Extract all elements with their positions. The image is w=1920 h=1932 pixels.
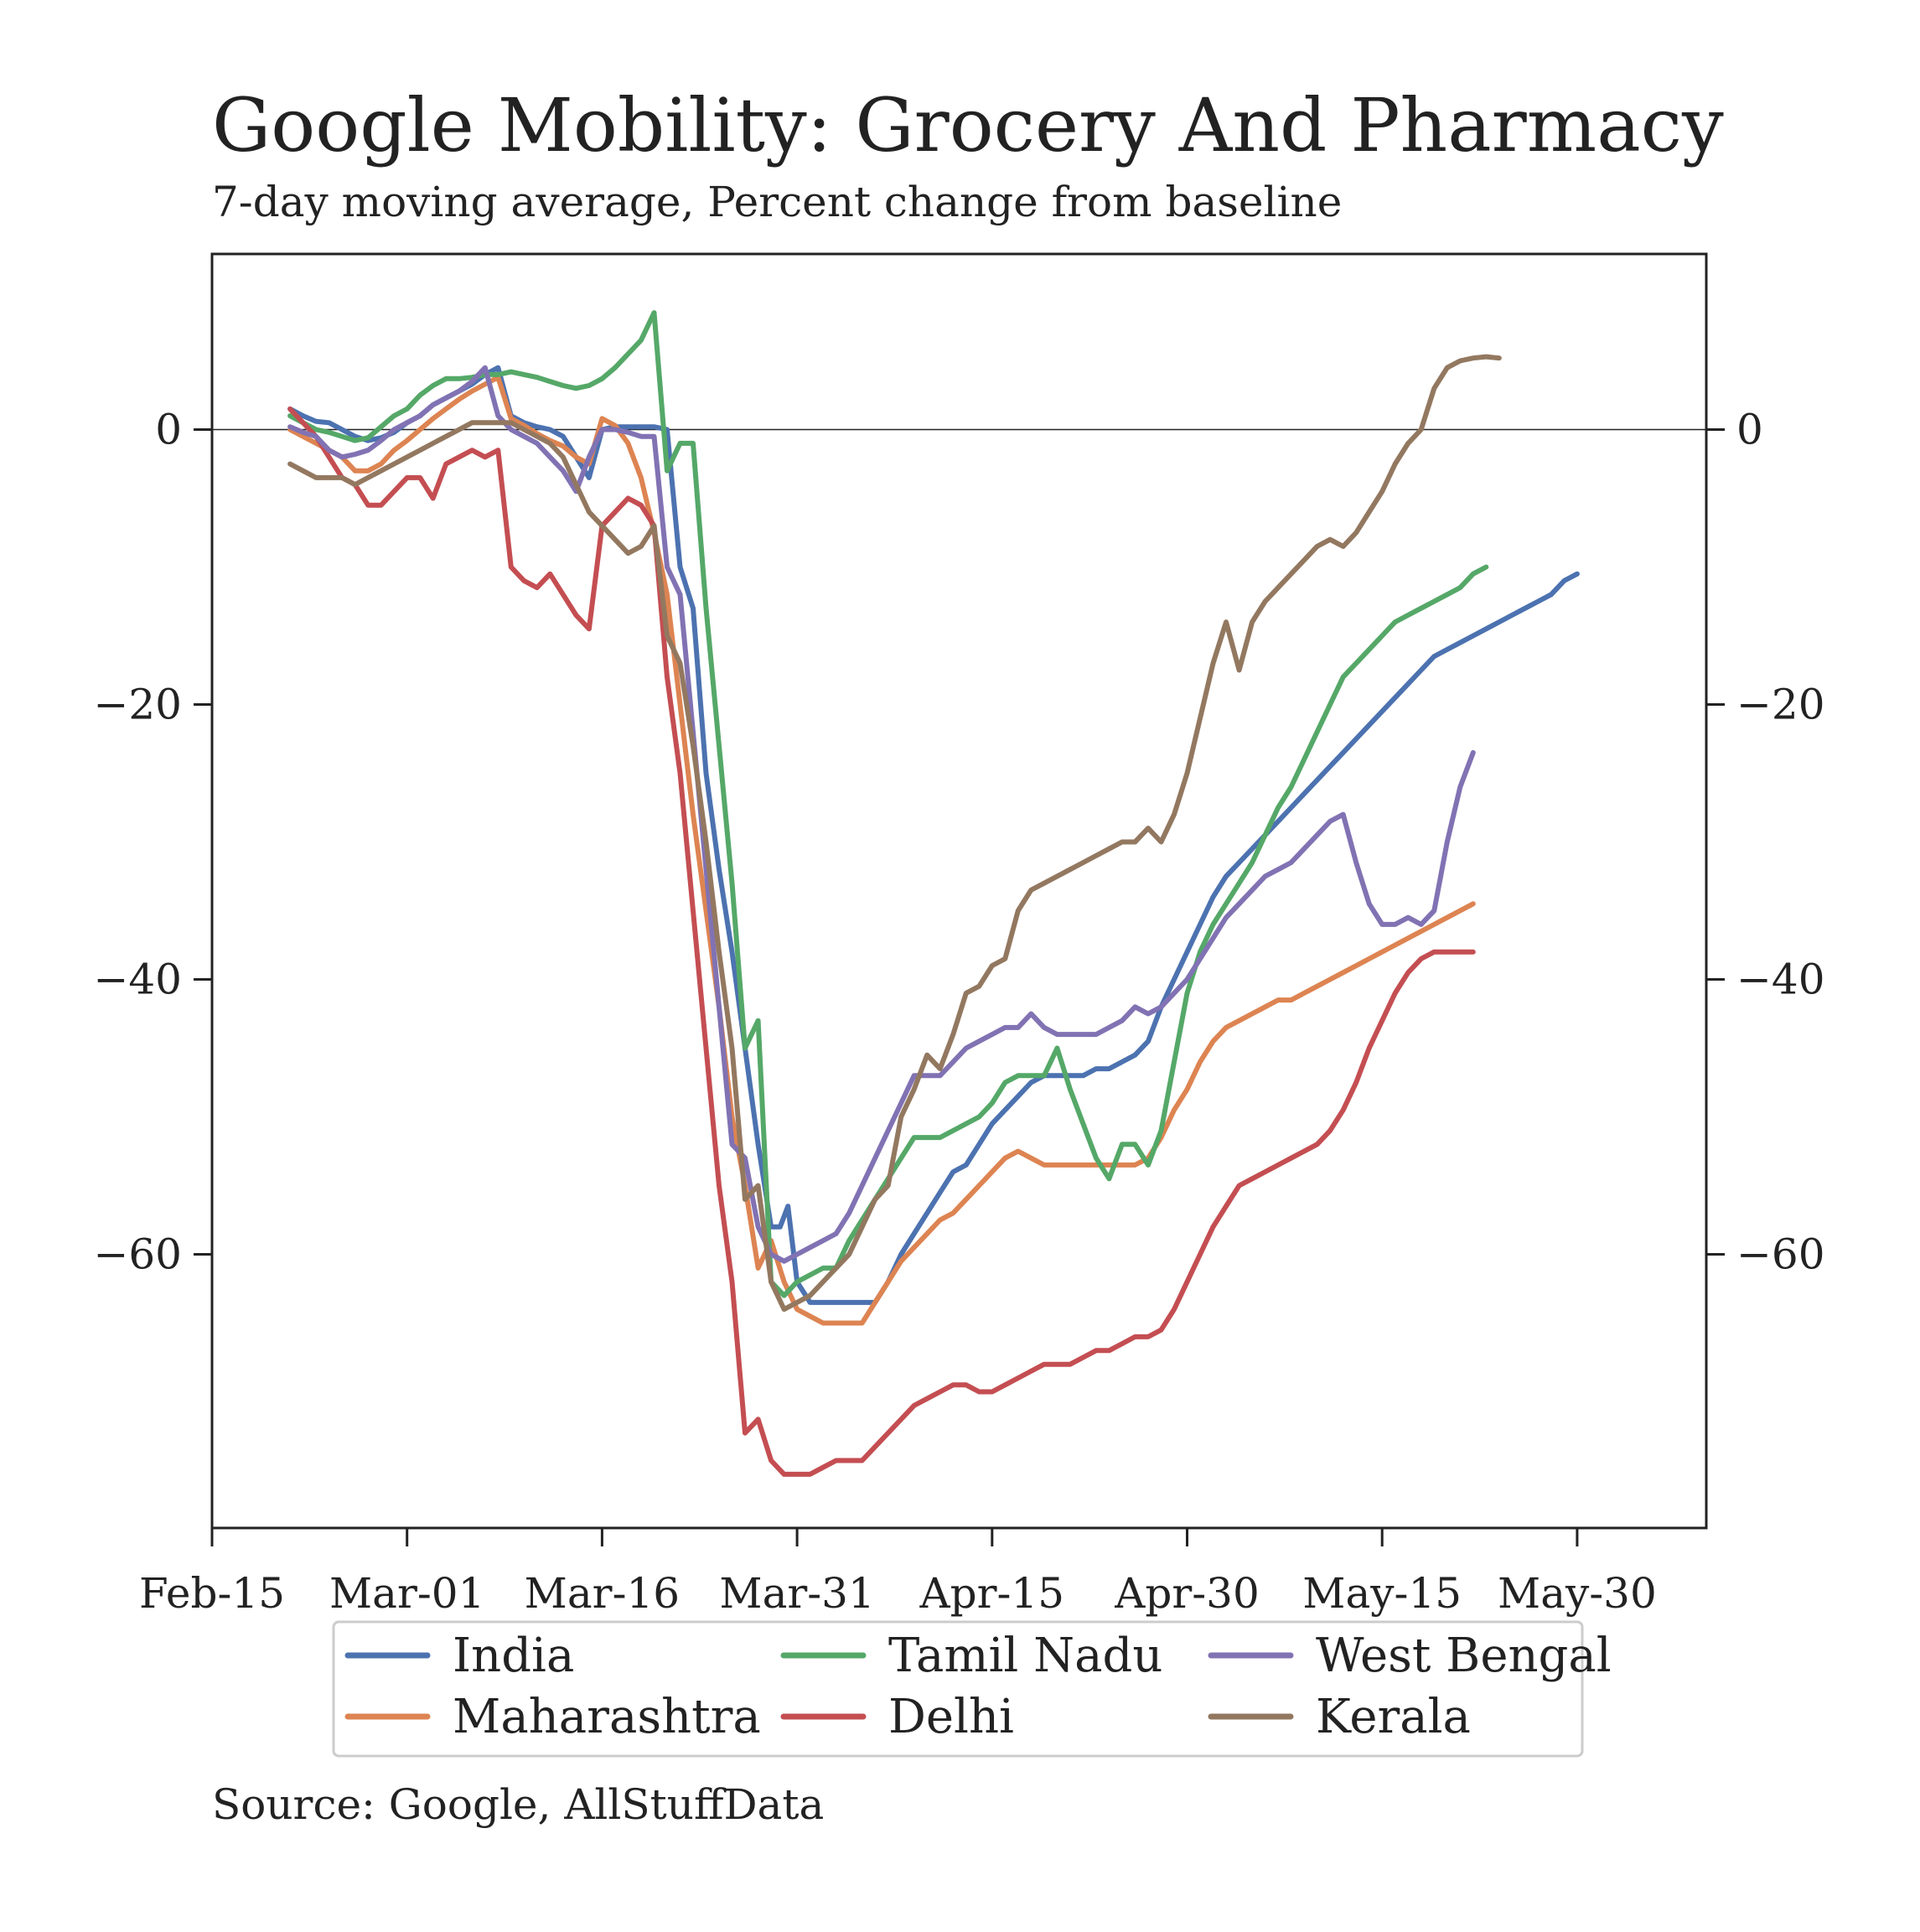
y-tick-label-right: −20 <box>1736 681 1825 729</box>
legend-label: West Bengal <box>1316 1629 1612 1683</box>
series-line-india <box>287 365 1580 1305</box>
legend-label: Maharashtra <box>453 1690 761 1744</box>
legend-label: India <box>453 1629 574 1683</box>
y-axis-right: 0 −20 −40 −60 <box>1706 406 1825 1279</box>
y-axis-left: 0 −20 −40 −60 <box>93 406 212 1279</box>
y-tick-label-left: −40 <box>93 956 182 1004</box>
series-line-kerala <box>287 354 1502 1313</box>
y-tick-label-right: 0 <box>1736 406 1763 454</box>
legend-label: Kerala <box>1316 1690 1471 1744</box>
x-tick-label: Apr-30 <box>1114 1569 1260 1618</box>
plot-area: Feb-15 Mar-01 Mar-16 Mar-31 Apr-15 Apr-30 May-… <box>93 252 1825 1618</box>
series-line-delhi <box>287 406 1476 1477</box>
x-tick-label: Apr-15 <box>919 1569 1065 1618</box>
legend: India Maharashtra Tamil Nadu Delhi West Beng… <box>332 1620 1612 1758</box>
series-line-west-bengal <box>287 365 1476 1264</box>
y-tick-label-right: −40 <box>1736 956 1825 1004</box>
series-line-maharashtra <box>287 375 1476 1326</box>
x-tick-label: Mar-16 <box>525 1569 680 1618</box>
chart-title: Google Mobility: Grocery And Pharmacy <box>212 82 1724 168</box>
y-tick-label-left: 0 <box>155 406 182 454</box>
x-axis: Feb-15 Mar-01 Mar-16 Mar-31 Apr-15 Apr-30 May-… <box>139 1528 1657 1618</box>
x-tick-label: May-30 <box>1498 1569 1657 1618</box>
y-tick-label-left: −60 <box>93 1230 182 1279</box>
legend-label: Delhi <box>888 1690 1014 1744</box>
series-layer <box>287 310 1580 1477</box>
source-note: Source: Google, AllStuffData <box>212 1780 824 1829</box>
x-tick-label: Mar-31 <box>719 1569 874 1618</box>
y-tick-label-right: −60 <box>1736 1230 1825 1279</box>
plot-frame <box>210 252 1708 1530</box>
x-tick-label: May-15 <box>1302 1569 1462 1618</box>
y-tick-label-left: −20 <box>93 681 182 729</box>
x-tick-label: Feb-15 <box>139 1569 285 1618</box>
x-tick-label: Mar-01 <box>329 1569 484 1618</box>
legend-label: Tamil Nadu <box>888 1629 1162 1683</box>
chart-subtitle: 7-day moving average, Percent change fro… <box>212 178 1342 226</box>
